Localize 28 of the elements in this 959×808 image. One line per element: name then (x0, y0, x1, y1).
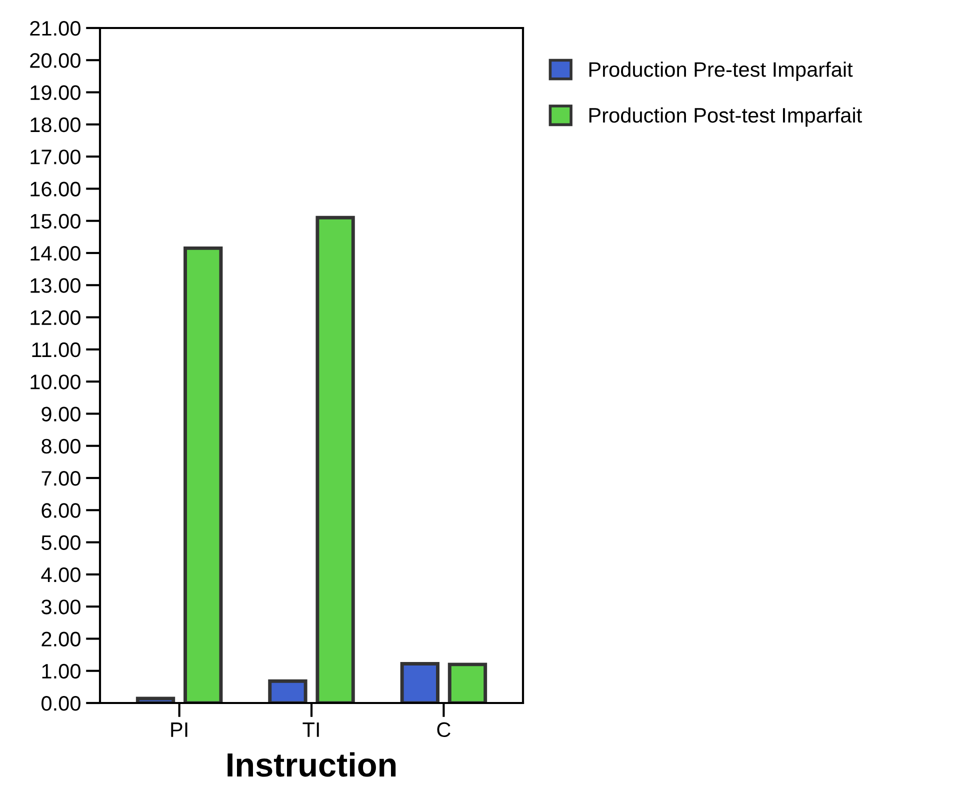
legend-label: Production Post-test Imparfait (589, 107, 862, 127)
y-tick-label: 19.00 (30, 85, 80, 100)
y-tick-label: 5.00 (42, 535, 80, 550)
y-tick-label: 16.00 (30, 182, 80, 196)
y-tick-label: 20.00 (30, 53, 80, 68)
x-tick-label: PI (171, 722, 188, 737)
y-tick-label: 10.00 (30, 374, 80, 390)
y-tick-label: 14.00 (30, 246, 80, 261)
y-tick-label: 12.00 (30, 310, 80, 326)
x-axis-title: Instruction (228, 752, 396, 777)
y-tick-label: 4.00 (41, 567, 80, 582)
y-tick-label: 1.00 (42, 664, 80, 679)
legend-label: Production Pre-test Imparfait (589, 62, 853, 82)
y-tick-label: 15.00 (30, 214, 80, 229)
y-tick-label: 7.00 (42, 471, 80, 486)
x-tick-label: TI (302, 722, 319, 737)
y-tick-label: 13.00 (30, 278, 80, 293)
x-tick-label: C (437, 722, 450, 738)
y-tick-label: 11.00 (32, 342, 80, 358)
y-tick-label: 0.00 (42, 696, 80, 711)
y-tick-label: 3.00 (42, 600, 80, 614)
y-tick-label: 9.00 (42, 406, 80, 422)
y-tick-label: 18.00 (30, 117, 80, 132)
y-tick-label: 2.00 (42, 632, 80, 646)
y-tick-label: 21.00 (30, 21, 80, 36)
y-tick-label: 8.00 (42, 438, 80, 454)
y-tick-label: 6.00 (42, 503, 80, 518)
y-tick-label: 17.00 (30, 150, 80, 164)
